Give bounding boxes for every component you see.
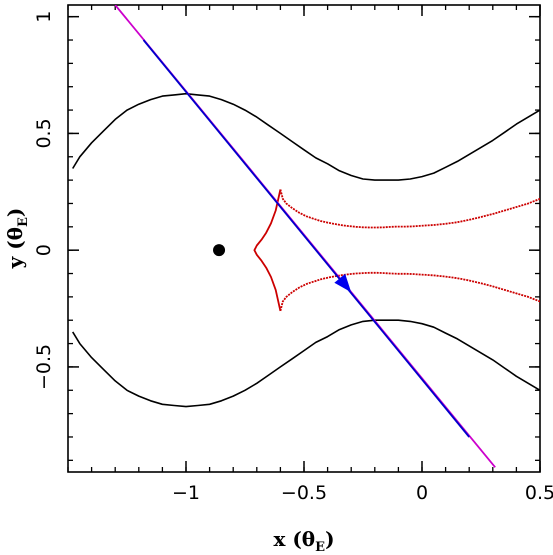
y-tick-label: 0 xyxy=(33,244,55,256)
x-axis-label: x (θE) xyxy=(273,527,334,555)
y-axis-label-close: ) xyxy=(3,208,27,217)
source-trajectory-main xyxy=(142,39,470,438)
ticks-group xyxy=(67,5,541,472)
y-tick-label: 0.5 xyxy=(33,118,55,148)
y-tick-label: −0.5 xyxy=(33,344,55,390)
x-tick-label: −1 xyxy=(172,482,200,504)
x-axis-label-main: x (θ xyxy=(273,527,315,551)
y-tick-label: 1 xyxy=(33,11,55,23)
series-group xyxy=(72,5,540,468)
y-axis-label-main: y (θ xyxy=(3,227,27,269)
plot-frame xyxy=(67,4,541,473)
caustic-fold-lower xyxy=(279,271,540,312)
y-axis-label: y (θE) xyxy=(3,208,31,270)
critical-curve-lower xyxy=(72,319,540,408)
trajectory-arrow-head xyxy=(334,273,352,293)
tick-labels-group: −1 −0.5 0 0.5 −0.5 0 0.5 1 xyxy=(33,11,553,504)
plot-frame-group xyxy=(67,4,541,473)
critical-curve-upper xyxy=(72,92,540,181)
lens-position-dot xyxy=(213,244,226,257)
x-tick-label: 0.5 xyxy=(525,482,553,504)
plot-area xyxy=(72,5,540,468)
y-axis-label-sub: E xyxy=(16,217,31,227)
x-axis-label-close: ) xyxy=(325,527,334,551)
x-tick-label: 0 xyxy=(416,482,428,504)
x-tick-label: −0.5 xyxy=(281,482,327,504)
caustic-fold-upper xyxy=(279,189,540,229)
caustic-cusp-left xyxy=(253,189,282,312)
x-axis-label-sub: E xyxy=(315,540,325,555)
